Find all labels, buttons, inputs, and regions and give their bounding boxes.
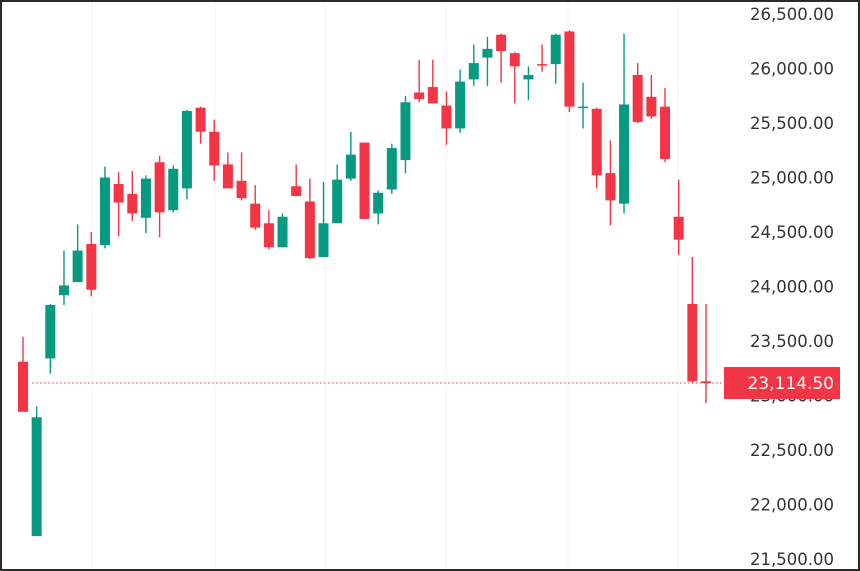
price-axis-label: 25,500.00 [750, 114, 834, 133]
candles-group [18, 30, 711, 537]
candle-up[interactable] [455, 69, 466, 133]
candle-up[interactable] [550, 33, 561, 84]
candle-up[interactable] [31, 406, 42, 537]
candle-down[interactable] [414, 59, 425, 103]
candle-down[interactable] [687, 257, 698, 384]
candle-down[interactable] [154, 155, 165, 238]
candle-down[interactable] [605, 140, 616, 226]
price-axis-label: 25,000.00 [750, 169, 834, 188]
price-axis-label: 21,500.00 [750, 550, 834, 569]
candle-up[interactable] [619, 33, 630, 214]
candle-up[interactable] [373, 190, 384, 225]
candle-up[interactable] [468, 44, 479, 86]
candle-down[interactable] [86, 232, 97, 297]
price-axis[interactable]: 26,500.00 26,000.00 25,500.00 25,000.00 24,5… [750, 5, 834, 569]
candle-up[interactable] [386, 143, 397, 194]
candle-up[interactable] [140, 175, 151, 234]
candle-down[interactable] [127, 170, 138, 222]
candle-down[interactable] [441, 91, 452, 145]
candle-down[interactable] [427, 59, 438, 104]
last-price-tag: 23,114.50 [724, 367, 840, 400]
price-axis-label: 22,500.00 [750, 441, 834, 460]
candle-down[interactable] [591, 107, 602, 189]
candle-up[interactable] [181, 109, 192, 200]
candle-up[interactable] [318, 181, 329, 258]
price-axis-label: 22,000.00 [750, 496, 834, 515]
candle-up[interactable] [168, 165, 179, 213]
candle-down[interactable] [222, 152, 233, 189]
price-axis-label: 23,500.00 [750, 332, 834, 351]
candle-down[interactable] [564, 30, 575, 113]
candle-down[interactable] [537, 44, 548, 72]
candle-down[interactable] [209, 119, 220, 181]
candle-up[interactable] [400, 95, 411, 174]
candle-down[interactable] [632, 63, 643, 123]
candle-up[interactable] [99, 166, 110, 249]
candle-down[interactable] [195, 106, 206, 144]
candle-up[interactable] [58, 250, 69, 306]
last-price-tag-background [724, 367, 840, 400]
candle-up[interactable] [45, 303, 56, 374]
candle-down[interactable] [701, 303, 711, 404]
candle-down[interactable] [509, 52, 520, 104]
candle-up[interactable] [332, 164, 343, 224]
vertical-grid-lines [91, 2, 679, 569]
candle-up[interactable] [72, 224, 83, 283]
candle-up[interactable] [523, 66, 534, 101]
candle-down[interactable] [18, 336, 28, 412]
last-price-label: 23,114.50 [747, 374, 834, 394]
candle-down[interactable] [250, 185, 261, 230]
candle-down[interactable] [646, 75, 657, 119]
price-axis-label: 26,500.00 [750, 5, 834, 24]
candle-down[interactable] [673, 179, 684, 255]
candle-down[interactable] [113, 172, 124, 237]
candle-up[interactable] [578, 82, 589, 129]
price-axis-label: 24,500.00 [750, 223, 834, 242]
candle-down[interactable] [263, 210, 274, 250]
candle-up[interactable] [345, 131, 356, 181]
candle-down[interactable] [304, 178, 315, 260]
candle-down[interactable] [359, 142, 370, 219]
candle-up[interactable] [482, 36, 493, 86]
price-axis-label: 26,000.00 [750, 60, 834, 79]
candle-down[interactable] [291, 164, 302, 197]
candle-down[interactable] [496, 33, 507, 83]
candle-down[interactable] [236, 152, 247, 201]
candle-up[interactable] [277, 213, 288, 248]
price-axis-label: 24,000.00 [750, 278, 834, 297]
candle-down[interactable] [660, 88, 671, 163]
